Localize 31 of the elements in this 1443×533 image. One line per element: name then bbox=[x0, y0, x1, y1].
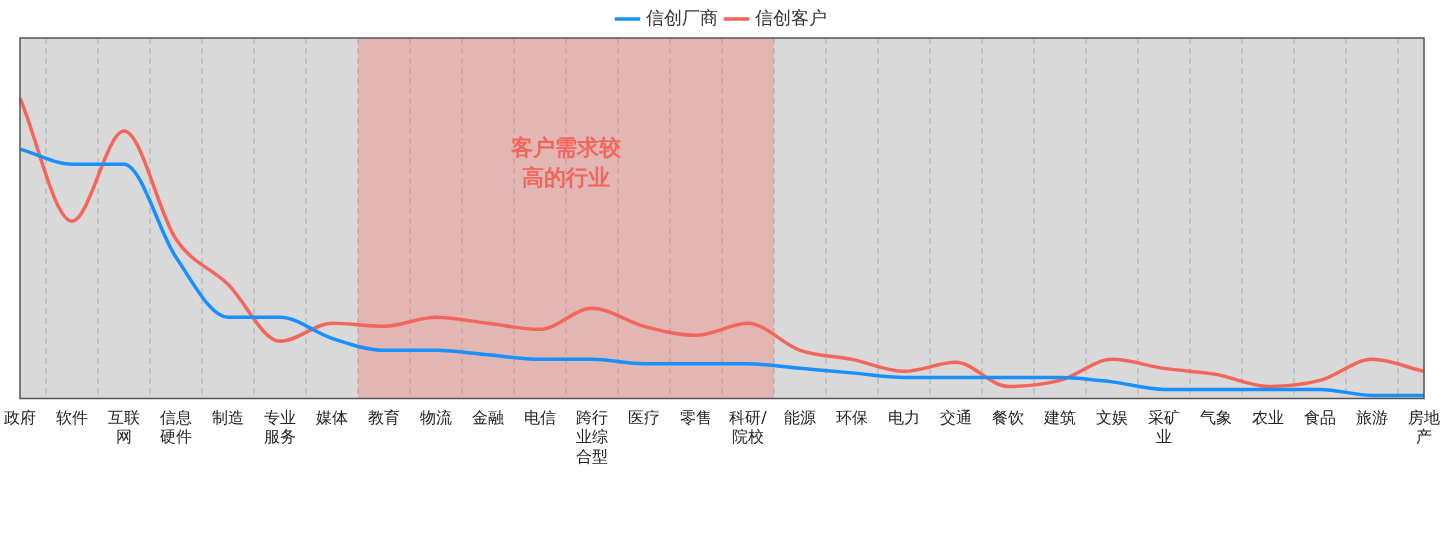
x-tick-label: 政府 bbox=[4, 408, 36, 428]
x-tick-label: 金融 bbox=[472, 408, 504, 428]
x-tick-label: 互联网 bbox=[108, 408, 140, 447]
x-tick-label: 媒体 bbox=[316, 408, 348, 428]
x-tick-label: 旅游 bbox=[1356, 408, 1388, 428]
x-tick-label: 医疗 bbox=[628, 408, 660, 428]
x-tick-label: 采矿业 bbox=[1148, 408, 1180, 447]
x-tick-label: 专业服务 bbox=[264, 408, 296, 447]
x-tick-label: 食品 bbox=[1304, 408, 1336, 428]
x-tick-label: 餐饮 bbox=[992, 408, 1024, 428]
legend-label: 信创客户 bbox=[754, 6, 827, 28]
x-tick-label: 信息硬件 bbox=[160, 408, 192, 447]
x-tick-label: 零售 bbox=[680, 408, 712, 428]
x-tick-label: 教育 bbox=[368, 408, 400, 428]
x-tick-label: 农业 bbox=[1252, 408, 1284, 428]
x-tick-label: 制造 bbox=[212, 408, 244, 428]
x-tick-label: 电力 bbox=[888, 408, 920, 428]
x-tick-label: 交通 bbox=[940, 408, 972, 428]
legend-label: 信创厂商 bbox=[645, 6, 718, 28]
x-tick-label: 软件 bbox=[56, 408, 88, 428]
x-tick-label: 气象 bbox=[1200, 408, 1232, 428]
x-tick-label: 环保 bbox=[836, 408, 868, 428]
x-tick-label: 文娱 bbox=[1096, 408, 1128, 428]
band-label: 客户需求较高的行业 bbox=[510, 134, 622, 190]
x-tick-label: 能源 bbox=[784, 408, 816, 428]
x-tick-label: 建筑 bbox=[1043, 408, 1076, 428]
x-tick-label: 科研/院校 bbox=[729, 408, 768, 447]
x-tick-label: 电信 bbox=[524, 408, 556, 428]
x-tick-label: 房地产 bbox=[1408, 408, 1440, 447]
x-tick-label: 跨行业综合型 bbox=[576, 408, 608, 466]
x-tick-label: 物流 bbox=[420, 408, 452, 428]
